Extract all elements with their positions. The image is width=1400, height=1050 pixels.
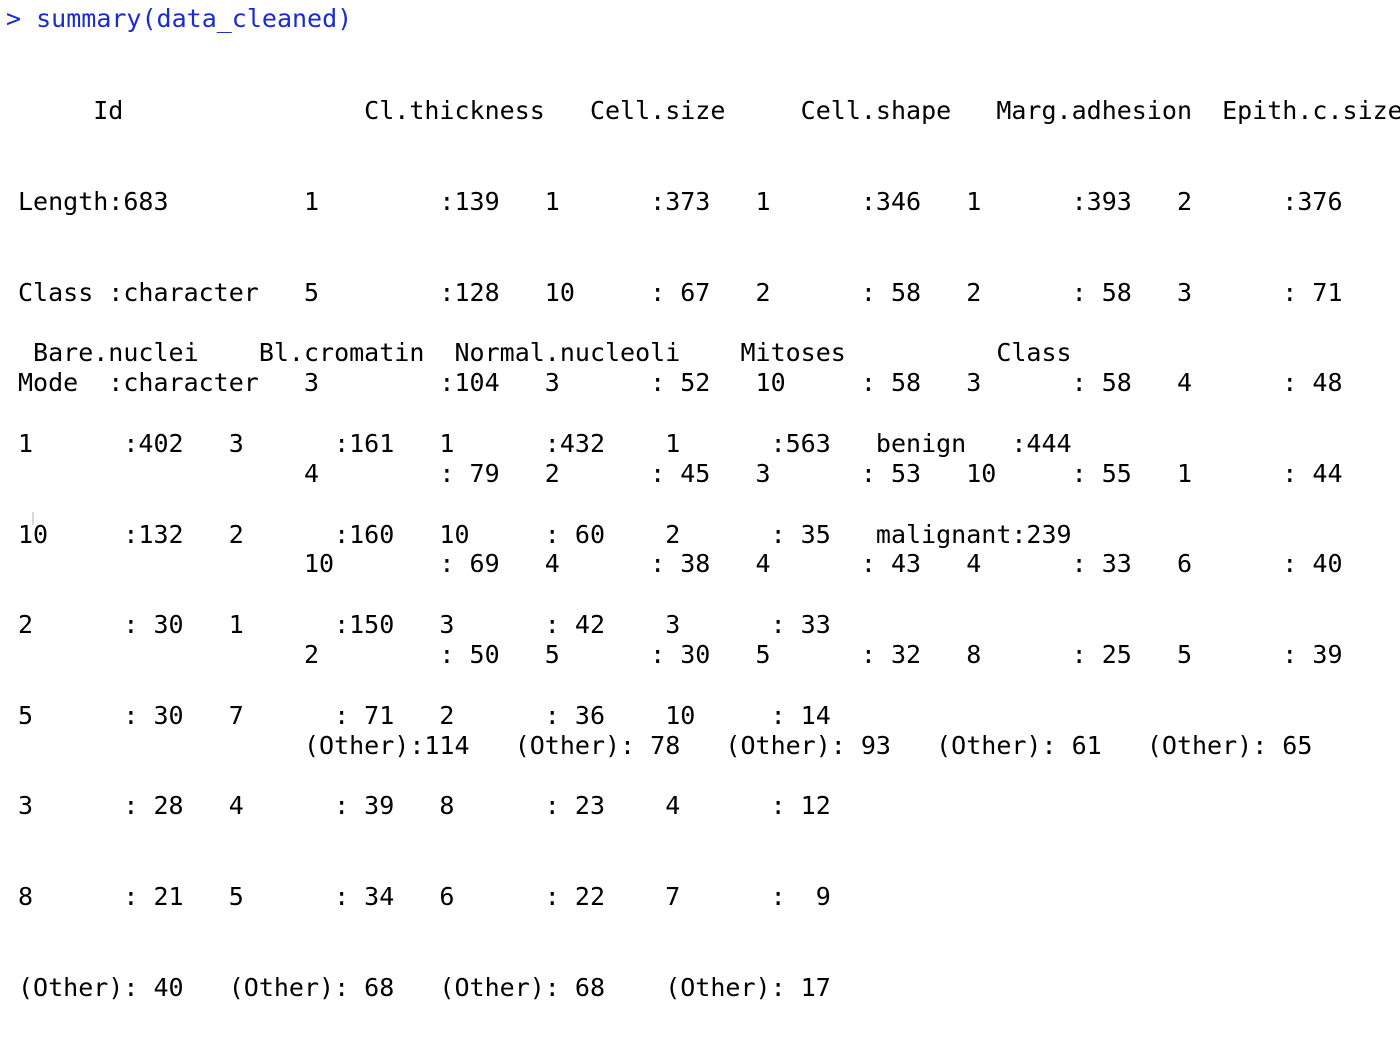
summary-row: 1 :402 3 :161 1 :432 1 :563 benign :444 (18, 429, 1102, 458)
summary-row: 10 :132 2 :160 10 : 60 2 : 35 malignant:… (18, 519, 1102, 549)
summary-row: 4 : 79 2 : 45 3 : 53 10 : 55 1 : 44 (18, 458, 1373, 488)
summary-row: Length:683 1 :139 1 :373 1 :346 1 :393 2… (18, 187, 1373, 216)
summary-row: (Other): 40 (Other): 68 (Other): 68 (Oth… (18, 972, 1102, 1002)
summary-row: 8 : 21 5 : 34 6 : 22 7 : 9 (18, 881, 1102, 911)
summary-row: Class :character 5 :128 10 : 67 2 : 58 2… (18, 277, 1373, 307)
summary-row: 2 : 30 1 :150 3 : 42 3 : 33 (18, 610, 1102, 640)
summary-header-row: Id Cl.thickness Cell.size Cell.shape Mar… (18, 96, 1400, 126)
summary-header-row: Bare.nuclei Bl.cromatin Normal.nucleoli … (18, 338, 1132, 368)
prompt-symbol: > (6, 4, 22, 33)
summary-row: Mode :character 3 :104 3 : 52 10 : 58 3 … (18, 368, 1373, 398)
summary-row: 5 : 30 7 : 71 2 : 36 10 : 14 (18, 700, 1102, 730)
text-cursor (32, 512, 34, 525)
r-console-output: > summary(data_cleaned) Id Cl.thickness … (6, 4, 1400, 1002)
summary-row: 3 : 28 4 : 39 8 : 23 4 : 12 (18, 791, 1102, 821)
command-line: > summary(data_cleaned) (6, 4, 352, 34)
command-text: summary(data_cleaned) (36, 4, 353, 33)
summary-block-2: Bare.nuclei Bl.cromatin Normal.nucleoli … (18, 278, 1132, 1050)
